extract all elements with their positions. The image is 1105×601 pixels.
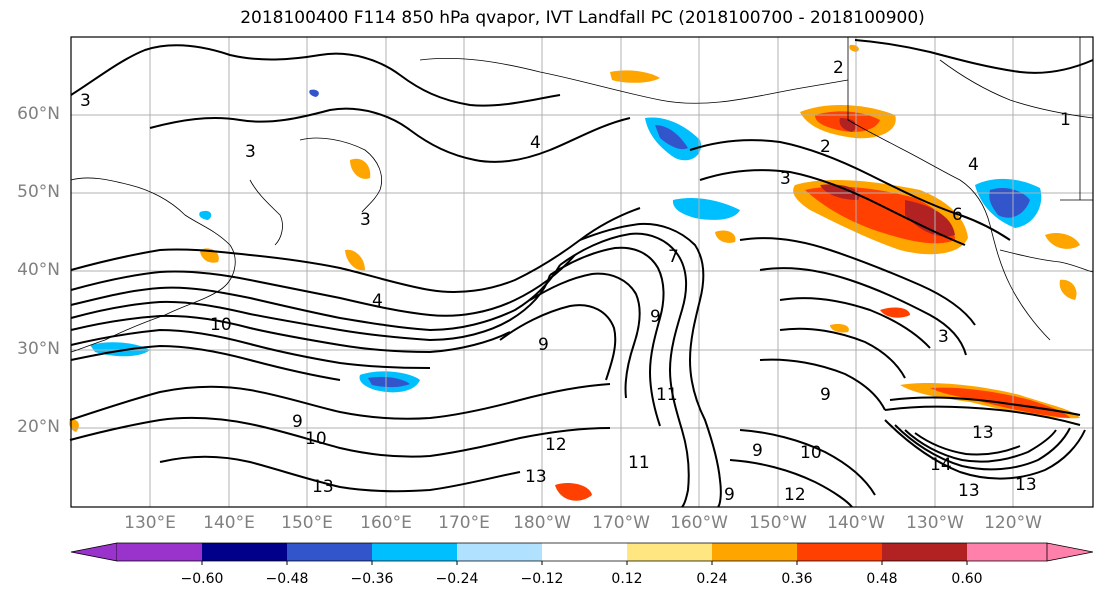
colorbar-bin [967,543,1047,561]
colorbar-bin [542,543,627,561]
lat-label: 30°N [17,339,60,359]
colorbar-tick-label: −0.60 [180,571,224,587]
lon-label: 130°E [124,513,176,533]
contour-label: 12 [545,435,567,455]
contour-label: 9 [650,307,661,327]
map-title: 2018100400 F114 850 hPa qvapor, IVT Land… [240,8,925,28]
contour-label: 9 [538,335,549,355]
colorbar-bin [287,543,372,561]
contour-label: 3 [245,142,256,162]
lon-label: 140°W [827,513,885,533]
contour-label: 7 [668,247,679,267]
contour-label: 11 [628,453,650,473]
lat-label: 20°N [17,417,60,437]
anomaly-shading [69,44,1080,501]
contour-label: 9 [752,441,763,461]
lon-label: 170°E [438,513,490,533]
colorbar-tick-label: 0.60 [951,571,983,587]
contour-label: 3 [360,210,371,230]
colorbar-min-arrow [70,542,118,562]
contour-label: 2 [833,58,844,78]
colorbar-tick-label: −0.24 [435,571,479,587]
colorbar-tick-label: −0.12 [520,571,564,587]
contour-label: 12 [784,485,806,505]
colorbar-tick-label: −0.36 [350,571,394,587]
lon-label: 180°W [513,513,571,533]
colorbar-tick-label: 0.24 [696,571,728,587]
colorbar-bin [372,543,457,561]
contour-label: 9 [724,485,735,505]
colorbar-max-arrow [1046,542,1094,562]
colorbar-tick-label: 0.48 [866,571,898,587]
contour-label: 3 [780,169,791,189]
colorbar-tick-label: 0.36 [781,571,813,587]
lon-label: 160°W [670,513,728,533]
colorbar-bin [117,543,202,561]
contour-label: 9 [292,412,303,432]
contour-label: 4 [968,155,979,175]
colorbar-bin [882,543,967,561]
contour-label: 3 [80,91,91,111]
contour-label: 4 [372,291,383,311]
contour-label: 13 [525,467,547,487]
lon-label: 160°E [360,513,412,533]
lon-label: 140°E [203,513,255,533]
contour-label: 9 [820,385,831,405]
contour-label: 14 [930,455,952,475]
colorbar-tick-label: 0.12 [611,571,643,587]
colorbar-bin [627,543,712,561]
lat-label: 60°N [17,104,60,124]
contour-label: 10 [800,443,822,463]
contour-labels: 3 3 3 4 2 2 3 4 6 4 10 9 10 9 11 9 13 12… [80,58,1071,505]
contour-label: 13 [958,481,980,501]
colorbar-bin [797,543,882,561]
colorbar-bin [457,543,542,561]
lon-label: 120°W [984,513,1042,533]
colorbar-tick-label: −0.48 [265,571,309,587]
lat-label: 50°N [17,182,60,202]
contour-label: 4 [530,133,541,153]
lon-label: 170°W [592,513,650,533]
contour-label: 2 [820,137,831,157]
contour-label: 1 [1060,110,1071,130]
contour-label: 13 [972,423,994,443]
colorbar-bin [712,543,797,561]
ivt-contours [69,39,1094,508]
lon-label: 150°W [749,513,807,533]
lon-label: 150°E [281,513,333,533]
lon-label: 130°W [906,513,964,533]
map-frame [70,36,1094,508]
graticule [71,37,1093,507]
contour-label: 6 [952,205,963,225]
coastlines [70,37,1094,353]
contour-label: 11 [656,385,678,405]
colorbar [70,542,1094,565]
lat-label: 40°N [17,260,60,280]
contour-label: 3 [938,327,949,347]
contour-label: 13 [1015,475,1037,495]
colorbar-bin [202,543,287,561]
contour-label: 10 [210,315,232,335]
contour-label: 13 [312,477,334,497]
contour-label: 10 [305,429,327,449]
